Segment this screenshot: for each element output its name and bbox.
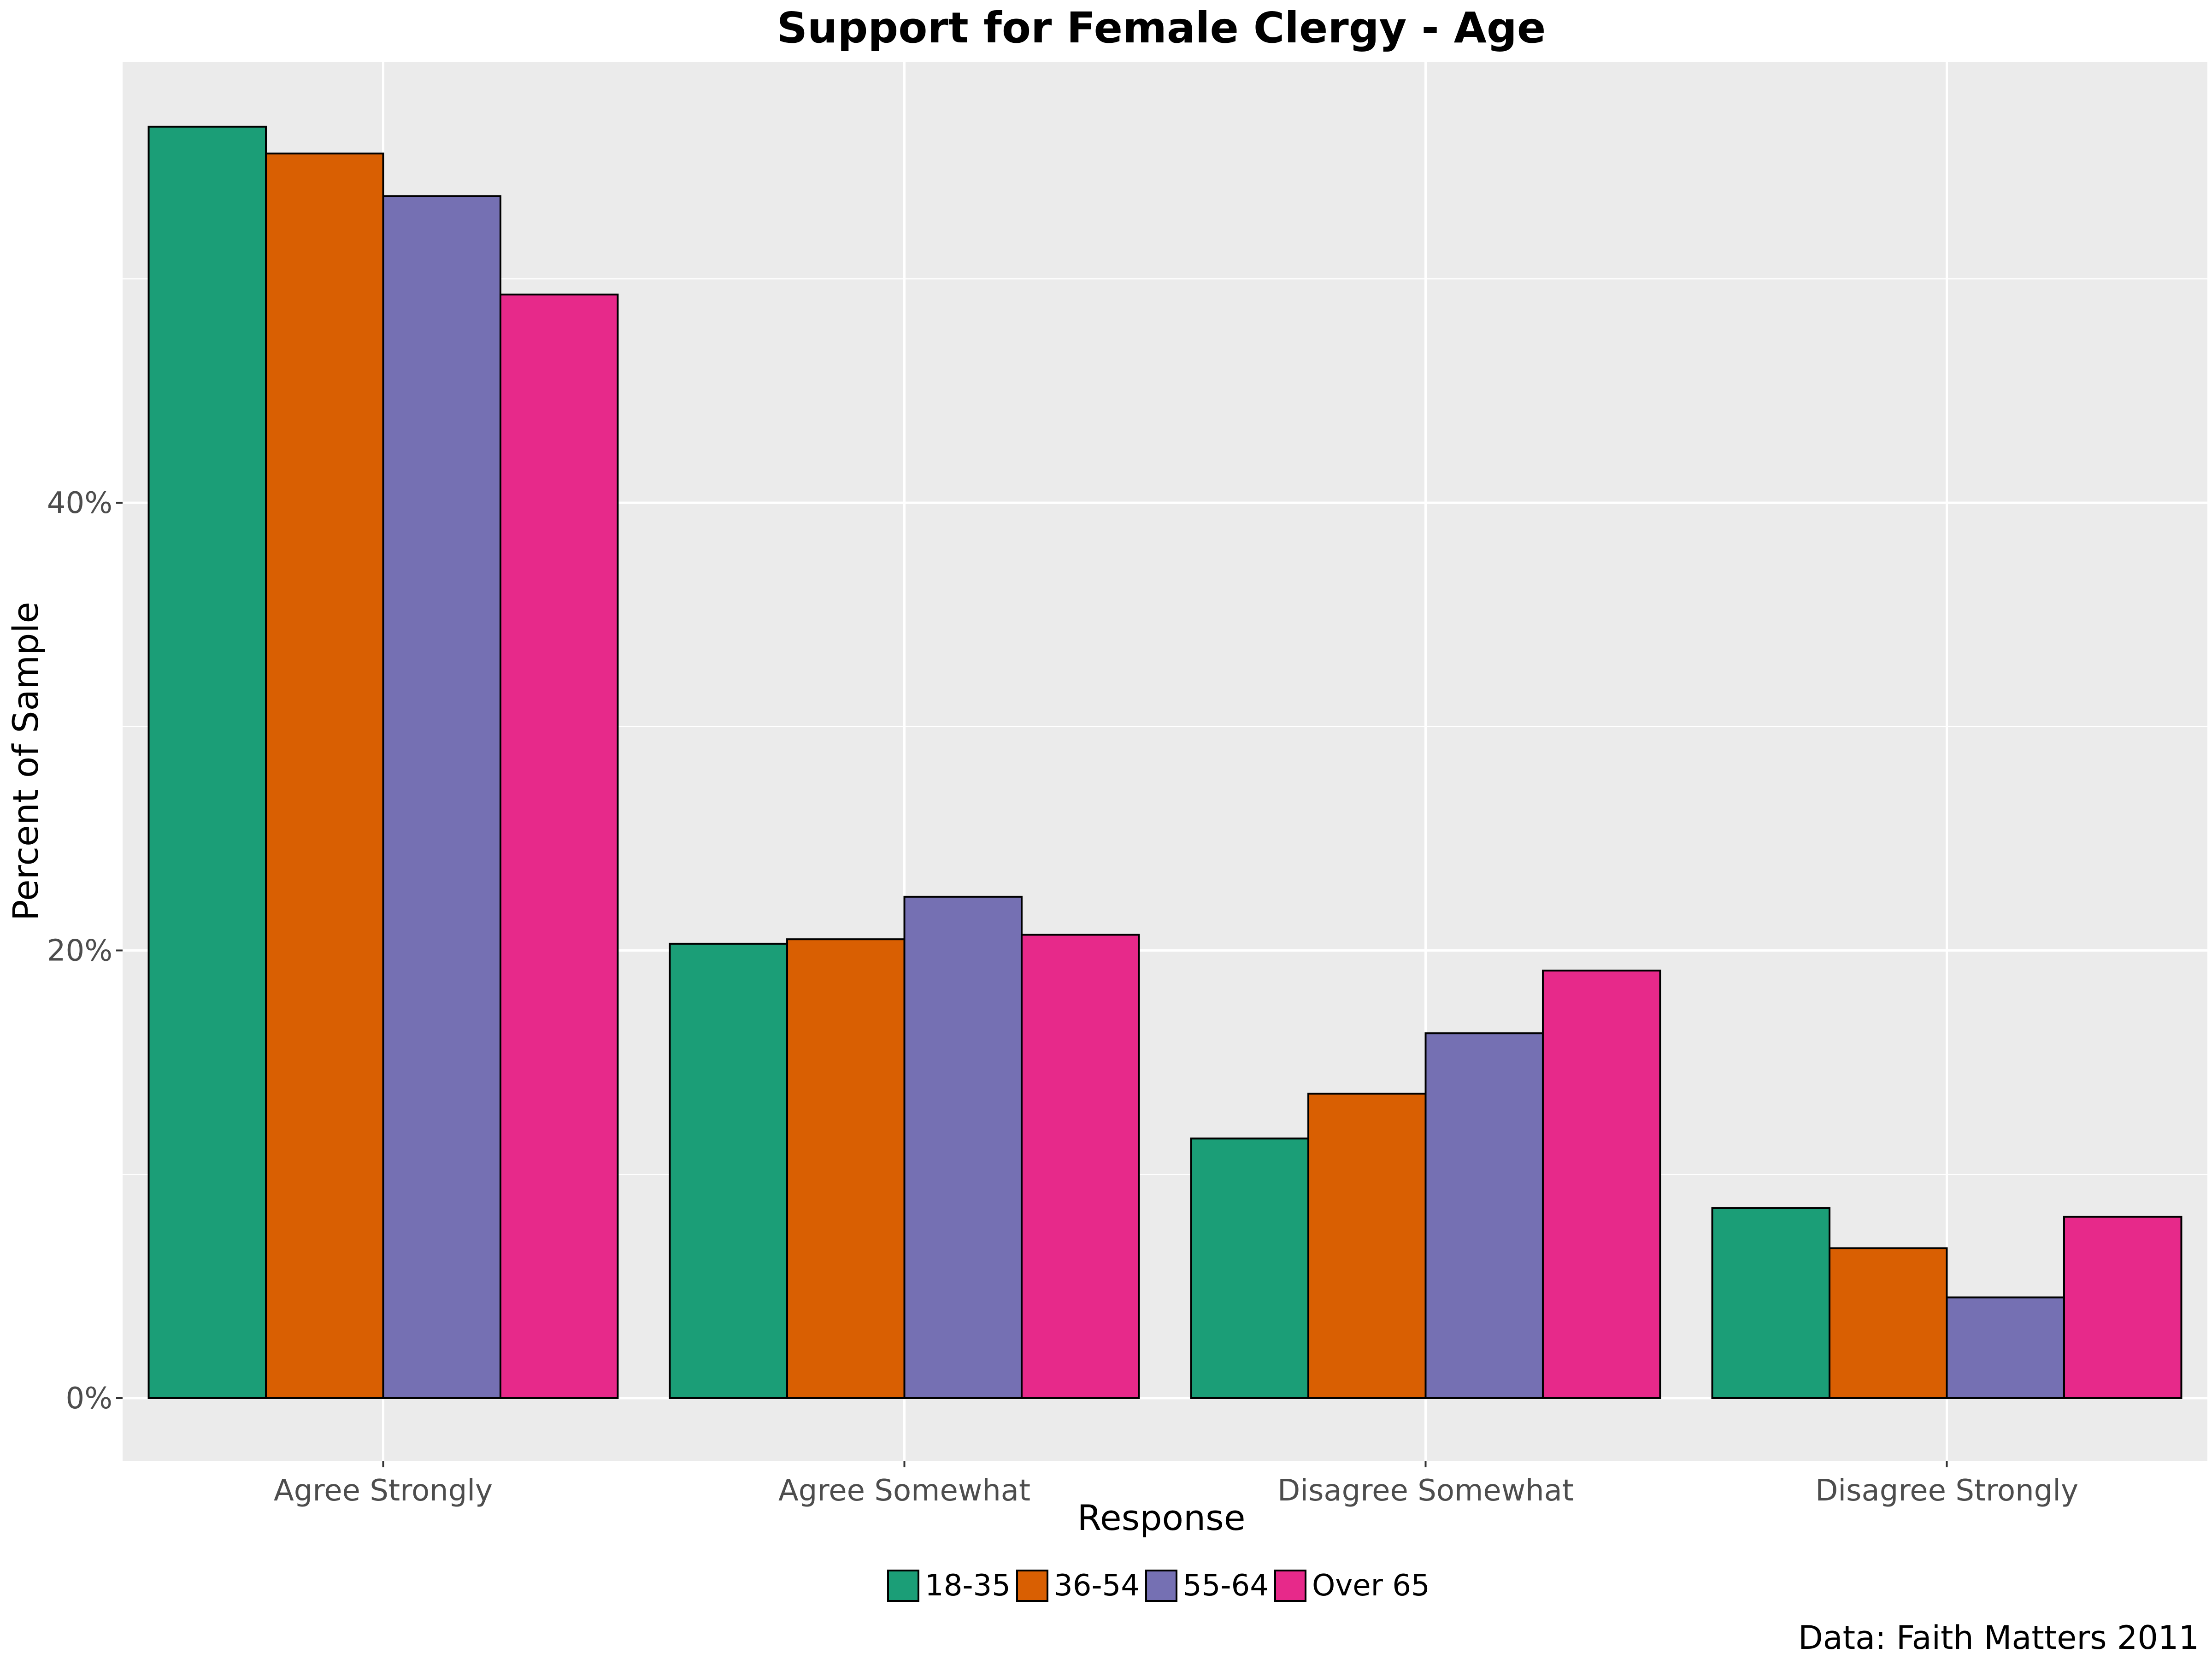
bar [499,294,619,1399]
legend-key [1145,1570,1177,1602]
legend-key [1016,1570,1048,1602]
bar [1711,1207,1831,1399]
bar [1020,934,1140,1399]
bar [1190,1137,1310,1399]
legend-label: 55-64 [1183,1569,1269,1603]
y-axis: 0% 20% 40% [47,486,123,1416]
bar [903,895,1023,1399]
bar [1829,1247,1948,1399]
data-source-caption: Data: Faith Matters 2011 [1798,1619,2199,1657]
y-tick-label: 0% [65,1382,112,1416]
y-tick-label: 40% [47,486,112,520]
x-axis: Agree Strongly Agree Somewhat Disagree Som… [274,1461,2078,1508]
bar [147,125,267,1399]
legend: 18-35 36-54 55-64 Over 65 [887,1569,1430,1603]
legend-key [1274,1570,1306,1602]
y-tick-label: 20% [47,934,112,968]
y-axis-title: Percent of Sample [5,602,46,921]
bar [382,195,501,1399]
x-tick-label: Disagree Strongly [1815,1474,2078,1508]
bar [2063,1216,2183,1399]
x-tick-label: Disagree Somewhat [1277,1474,1574,1508]
chart-title: Support for Female Clergy - Age [777,3,1546,53]
legend-label: Over 65 [1312,1569,1430,1603]
legend-label: 36-54 [1054,1569,1140,1603]
bar [1946,1296,2065,1399]
x-axis-title: Response [1077,1497,1245,1538]
bar [786,938,906,1399]
legend-label: 18-35 [925,1569,1011,1603]
legend-key [887,1570,919,1602]
bar [1307,1093,1427,1399]
x-tick-label: Agree Strongly [274,1474,493,1508]
bars [147,125,2183,1399]
bar [265,153,384,1399]
bar [1424,1032,1544,1399]
bar [1541,970,1661,1399]
x-tick-label: Agree Somewhat [778,1474,1030,1508]
bar [669,942,788,1399]
